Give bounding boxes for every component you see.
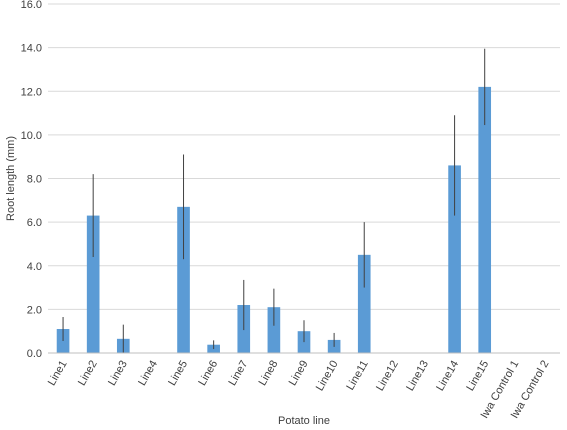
x-tick-label: Line13 — [404, 359, 431, 394]
error-bars — [62, 48, 486, 353]
y-tick-label: 0.0 — [27, 348, 42, 360]
bar-line5 — [177, 206, 190, 353]
x-tick-label: Line11 — [344, 359, 371, 393]
x-tick-label: Line10 — [314, 359, 341, 394]
y-tick-label: 14.0 — [21, 43, 42, 55]
y-tick-label: 4.0 — [27, 261, 42, 273]
y-tick-label: 8.0 — [27, 174, 42, 186]
x-tick-label: Line6 — [196, 359, 220, 388]
bar-line11 — [357, 254, 371, 353]
x-tick-label: Line7 — [227, 359, 251, 388]
bar-line2 — [86, 215, 100, 353]
y-tick-label: 2.0 — [27, 304, 42, 316]
x-tick-label: Line15 — [464, 359, 491, 394]
y-tick-label: 6.0 — [27, 217, 42, 229]
gridlines — [48, 3, 560, 310]
x-tick-label: Line12 — [374, 359, 401, 394]
bar-line14 — [448, 165, 461, 353]
x-tick-label: Line3 — [106, 359, 130, 388]
x-axis-title: Potato line — [278, 415, 330, 427]
y-tick-label: 12.0 — [21, 86, 42, 98]
x-tick-label: Line14 — [434, 359, 461, 394]
y-axis-title: Root length (mm) — [5, 136, 17, 221]
x-tick-label: Line5 — [166, 359, 190, 388]
x-tick-label: Line2 — [76, 359, 100, 388]
x-axis-ticks: Line1 Line2 Line3 Line4 Line5 Line6 Line7 Line8… — [46, 359, 552, 421]
y-axis-ticks: 0.0 2.0 4.0 6.0 8.0 10.0 12.0 14.0 16.0 — [21, 0, 42, 360]
y-tick-label: 10.0 — [21, 130, 42, 142]
y-tick-label: 16.0 — [21, 0, 42, 11]
x-tick-label: Line8 — [257, 359, 281, 388]
bars — [56, 86, 492, 353]
bar-line15 — [478, 86, 492, 353]
x-tick-label: Line4 — [136, 359, 160, 388]
x-tick-label: Line1 — [46, 359, 70, 388]
x-tick-label: Line9 — [287, 359, 311, 388]
bar-line8 — [267, 307, 281, 353]
